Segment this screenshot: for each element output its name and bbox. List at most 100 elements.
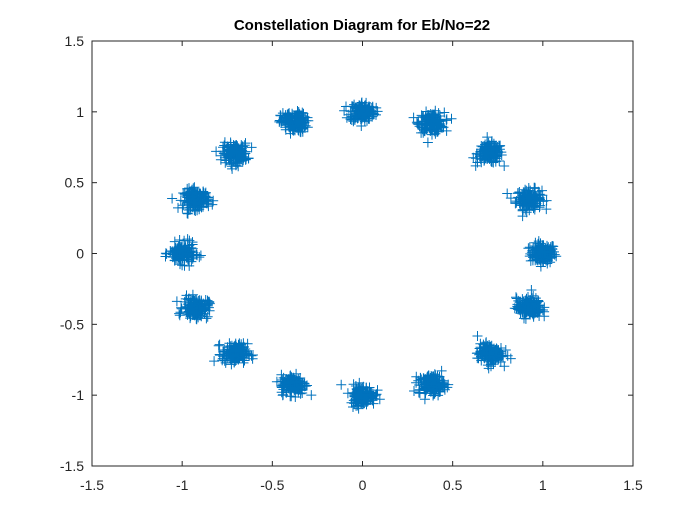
data-point bbox=[214, 339, 225, 350]
data-point bbox=[175, 244, 186, 255]
data-point bbox=[348, 402, 358, 412]
data-point bbox=[441, 115, 452, 126]
x-tick-label: 0.5 bbox=[443, 477, 463, 493]
data-point bbox=[439, 107, 450, 118]
data-point bbox=[170, 246, 181, 257]
constellation-cluster-14 bbox=[471, 331, 516, 374]
x-tick-label: 0 bbox=[359, 477, 367, 493]
data-point bbox=[201, 313, 212, 324]
data-point bbox=[364, 387, 375, 398]
data-point bbox=[364, 109, 375, 120]
data-point bbox=[306, 390, 317, 401]
data-point bbox=[470, 160, 481, 171]
data-point bbox=[531, 249, 542, 260]
data-point bbox=[230, 146, 241, 157]
data-point bbox=[246, 142, 257, 153]
data-point bbox=[202, 311, 213, 322]
data-point bbox=[428, 390, 439, 401]
data-point bbox=[419, 394, 430, 405]
data-point bbox=[539, 302, 550, 313]
data-point bbox=[174, 310, 185, 321]
data-point bbox=[341, 101, 351, 112]
data-point bbox=[192, 205, 203, 216]
data-point bbox=[527, 255, 538, 266]
data-point bbox=[524, 191, 535, 202]
data-point bbox=[229, 357, 240, 368]
data-point bbox=[184, 183, 194, 194]
data-point bbox=[226, 161, 237, 172]
data-point bbox=[179, 296, 190, 307]
data-point bbox=[480, 338, 491, 349]
data-point bbox=[222, 141, 233, 152]
data-point bbox=[528, 310, 539, 321]
data-point bbox=[486, 344, 497, 355]
data-point bbox=[370, 390, 381, 401]
constellation-cluster-0 bbox=[523, 236, 562, 272]
data-point bbox=[533, 300, 544, 311]
scatter-points bbox=[160, 97, 562, 414]
data-point bbox=[412, 118, 423, 129]
data-point bbox=[219, 148, 230, 159]
data-point bbox=[350, 381, 361, 391]
constellation-cluster-1 bbox=[502, 182, 552, 222]
y-tick-label: 1 bbox=[76, 104, 84, 120]
data-point bbox=[174, 308, 185, 319]
data-point bbox=[302, 380, 312, 391]
data-point bbox=[534, 193, 545, 204]
data-point bbox=[429, 115, 440, 125]
data-point bbox=[418, 111, 428, 122]
data-point bbox=[191, 249, 202, 260]
data-point bbox=[518, 297, 529, 308]
data-point bbox=[179, 196, 190, 207]
data-point bbox=[430, 375, 441, 386]
data-point bbox=[492, 345, 503, 356]
data-point bbox=[213, 340, 224, 351]
data-point bbox=[530, 237, 541, 248]
data-point bbox=[302, 122, 313, 133]
data-point bbox=[336, 379, 347, 390]
data-point bbox=[522, 189, 533, 200]
data-point bbox=[183, 251, 194, 262]
data-point bbox=[518, 204, 529, 215]
data-point bbox=[283, 116, 294, 127]
data-point bbox=[539, 247, 550, 258]
data-point bbox=[523, 200, 534, 210]
constellation-cluster-7 bbox=[167, 182, 219, 219]
y-tick-label: 0.5 bbox=[65, 175, 85, 191]
data-point bbox=[190, 206, 201, 216]
data-point bbox=[285, 370, 296, 381]
data-point bbox=[200, 188, 211, 199]
constellation-cluster-4 bbox=[339, 97, 383, 131]
data-point bbox=[177, 253, 188, 264]
data-point bbox=[195, 305, 206, 316]
data-point bbox=[290, 392, 301, 402]
data-point bbox=[411, 377, 422, 388]
data-point bbox=[439, 379, 450, 390]
data-point bbox=[505, 353, 516, 364]
data-point bbox=[499, 161, 510, 171]
data-point bbox=[295, 123, 306, 134]
data-point bbox=[482, 360, 493, 371]
data-point bbox=[191, 314, 202, 325]
data-point bbox=[372, 385, 383, 396]
data-point bbox=[167, 193, 178, 204]
data-point bbox=[366, 108, 377, 119]
data-point bbox=[226, 359, 237, 370]
constellation-cluster-3 bbox=[408, 105, 457, 148]
data-point bbox=[413, 119, 424, 130]
data-point bbox=[520, 298, 531, 309]
data-point bbox=[189, 182, 200, 193]
data-point bbox=[185, 311, 196, 322]
data-point bbox=[198, 195, 209, 206]
data-point bbox=[291, 115, 302, 126]
data-point bbox=[280, 377, 291, 388]
data-point bbox=[189, 297, 200, 308]
constellation-cluster-13 bbox=[409, 365, 454, 405]
x-tick-label: -0.5 bbox=[260, 477, 284, 493]
data-point bbox=[241, 349, 251, 360]
data-point bbox=[176, 243, 187, 254]
data-point bbox=[289, 384, 300, 394]
data-point bbox=[529, 247, 540, 258]
constellation-cluster-11 bbox=[271, 368, 317, 402]
data-point bbox=[497, 350, 508, 361]
